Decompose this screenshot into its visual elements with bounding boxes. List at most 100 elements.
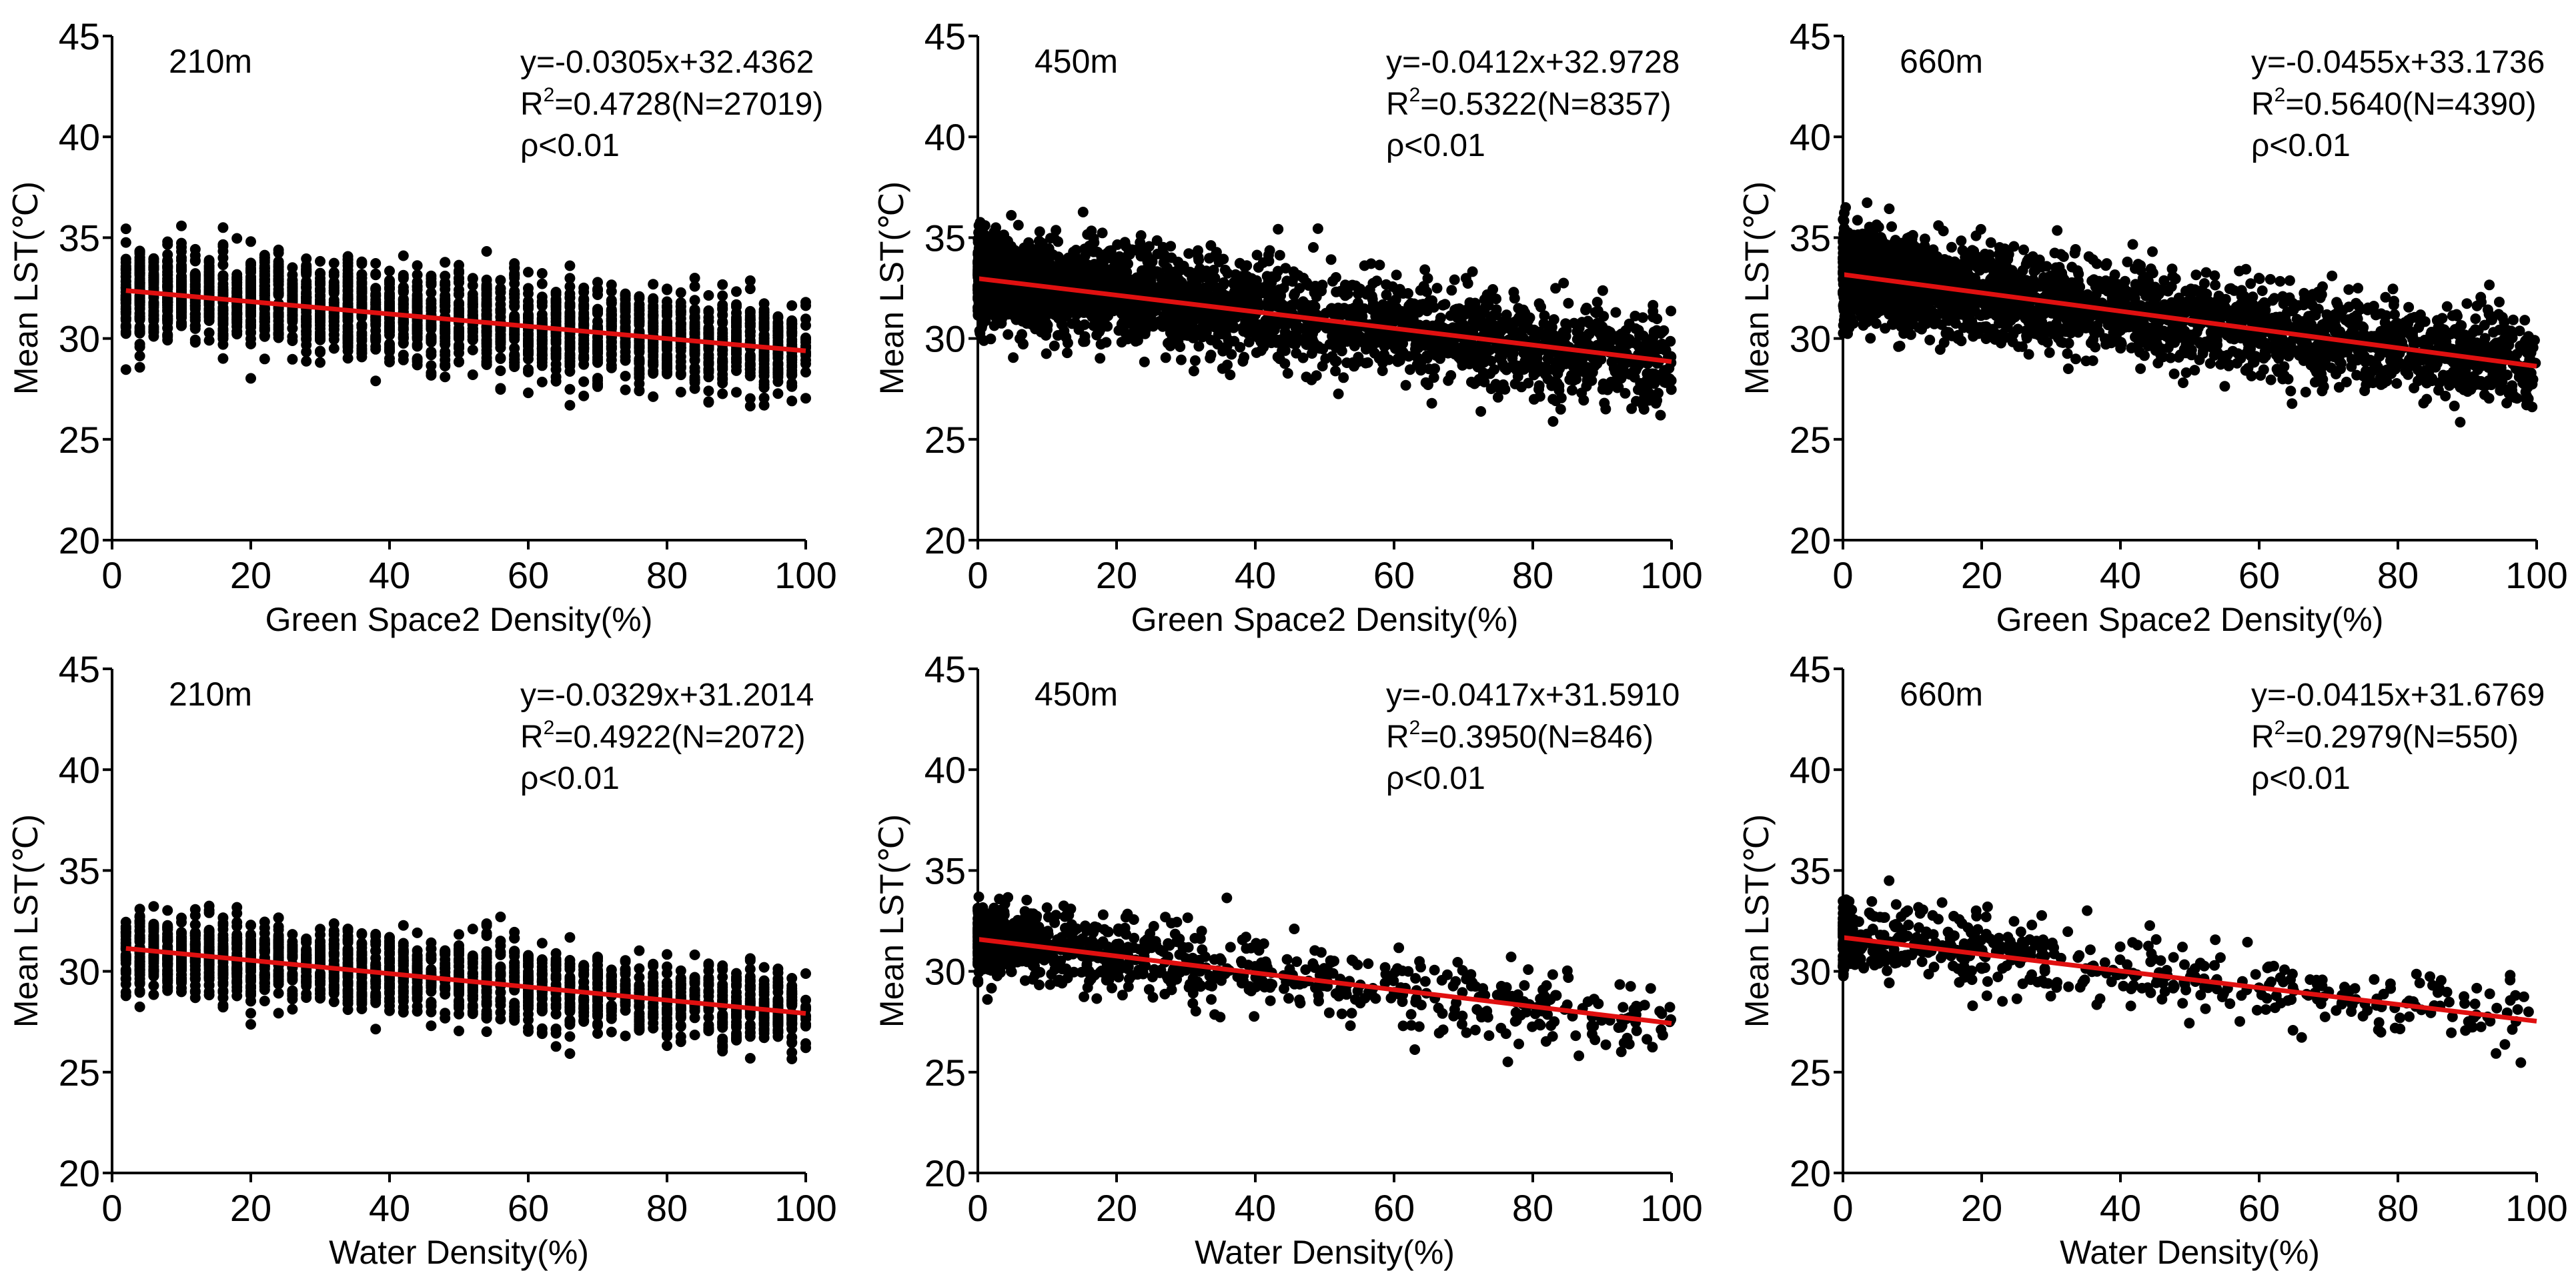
data-point xyxy=(717,303,728,315)
data-point xyxy=(536,278,548,289)
data-point xyxy=(231,269,243,280)
data-point xyxy=(703,290,714,301)
data-point xyxy=(426,346,437,357)
data-point xyxy=(703,385,714,397)
data-point xyxy=(1006,209,1017,221)
data-point xyxy=(217,245,229,257)
data-point xyxy=(1084,240,1095,251)
data-point xyxy=(1582,315,1593,327)
data-point xyxy=(342,265,354,276)
data-point xyxy=(120,328,131,339)
data-point xyxy=(1509,378,1521,389)
data-point xyxy=(592,285,603,296)
data-point xyxy=(315,319,326,331)
data-point xyxy=(1235,341,1246,353)
data-point xyxy=(1013,219,1024,231)
data-point xyxy=(564,273,576,284)
data-point xyxy=(731,286,742,297)
data-point xyxy=(1221,340,1233,351)
data-point xyxy=(1464,297,1475,308)
data-point xyxy=(495,352,506,363)
data-point xyxy=(1391,313,1403,325)
data-point xyxy=(426,333,437,344)
data-point xyxy=(1183,267,1194,278)
data-point xyxy=(217,313,229,324)
data-point xyxy=(398,250,409,261)
data-point xyxy=(1419,264,1431,275)
data-point xyxy=(578,390,590,401)
data-point xyxy=(717,331,728,342)
data-point xyxy=(454,323,464,334)
data-point xyxy=(176,220,187,231)
data-point xyxy=(120,364,131,375)
data-point xyxy=(662,283,672,295)
data-point xyxy=(523,295,534,307)
data-point xyxy=(412,289,423,301)
data-point xyxy=(634,308,645,319)
data-point xyxy=(134,267,145,279)
data-point xyxy=(509,353,520,365)
data-point xyxy=(440,371,451,383)
data-point xyxy=(315,334,326,345)
data-point xyxy=(342,291,354,302)
data-point xyxy=(523,329,534,340)
data-point xyxy=(509,326,520,337)
data-point xyxy=(662,349,672,361)
data-point xyxy=(1175,354,1187,365)
data-point xyxy=(1501,309,1512,321)
data-point xyxy=(523,339,534,351)
data-point xyxy=(287,289,298,300)
data-point xyxy=(1599,397,1610,409)
data-point xyxy=(758,382,770,393)
data-point xyxy=(1557,327,1569,338)
data-point xyxy=(523,366,534,377)
data-point xyxy=(1650,397,1662,409)
data-point xyxy=(148,321,159,332)
data-point xyxy=(398,271,409,283)
data-point xyxy=(162,261,173,273)
data-point xyxy=(564,383,576,395)
data-point xyxy=(1188,365,1199,377)
data-point xyxy=(703,305,714,316)
data-points xyxy=(120,220,811,411)
data-point xyxy=(1163,337,1173,349)
x-tick-label: 0 xyxy=(101,554,122,596)
data-point xyxy=(384,338,395,349)
data-point xyxy=(328,316,340,327)
data-point xyxy=(550,335,562,347)
data-point xyxy=(1204,253,1215,264)
data-point xyxy=(1431,283,1443,294)
data-point xyxy=(675,356,686,367)
data-point xyxy=(120,267,131,279)
data-point xyxy=(578,350,590,361)
p-value: ρ<0.01 xyxy=(520,128,620,163)
data-point xyxy=(1547,416,1559,427)
data-point xyxy=(426,302,437,313)
data-point xyxy=(1610,307,1622,318)
data-point xyxy=(1637,312,1648,323)
data-point xyxy=(384,283,395,294)
data-point xyxy=(301,260,312,271)
x-tick-label: 80 xyxy=(646,554,688,596)
data-point xyxy=(758,317,770,329)
data-point xyxy=(1548,376,1559,387)
data-point xyxy=(301,355,312,367)
data-point xyxy=(328,334,340,345)
data-point xyxy=(273,244,284,255)
data-point xyxy=(1538,318,1549,329)
data-point xyxy=(1330,365,1341,377)
data-point xyxy=(454,277,464,287)
data-point xyxy=(203,271,215,283)
data-point xyxy=(1499,383,1511,395)
data-point xyxy=(440,305,451,316)
r-squared-superscript: 2 xyxy=(544,84,555,106)
data-point xyxy=(1077,207,1089,217)
data-point xyxy=(1648,311,1659,323)
data-point xyxy=(1091,329,1103,341)
data-point xyxy=(259,313,270,324)
data-point xyxy=(592,347,603,359)
data-point xyxy=(1578,395,1589,406)
data-point xyxy=(1033,288,1045,299)
